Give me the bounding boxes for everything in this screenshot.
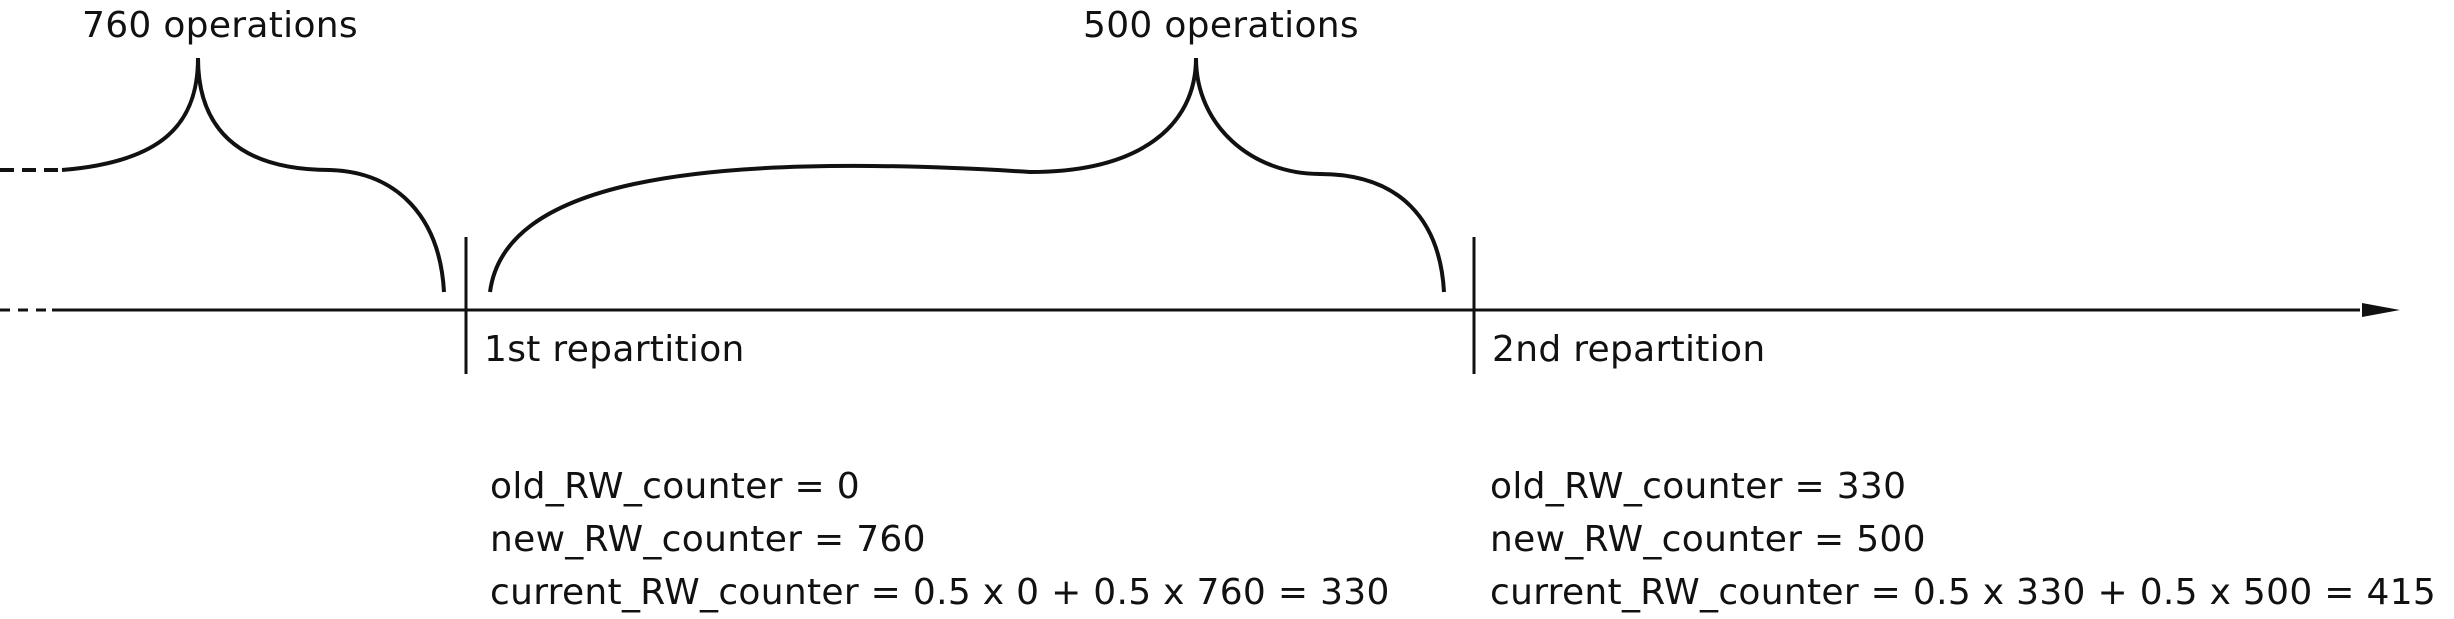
brace-left-label: 760 operations	[82, 5, 358, 46]
calc-2-new-counter: new_RW_counter = 500	[1490, 519, 1926, 560]
brace-mid	[488, 57, 1446, 293]
marker-2-label: 2nd repartition	[1492, 329, 1766, 370]
brace-mid-label: 500 operations	[1083, 5, 1359, 46]
calc-1-new-counter: new_RW_counter = 760	[490, 519, 926, 560]
brace-left	[61, 57, 446, 293]
calc-2-current-counter: current_RW_counter = 0.5 x 330 + 0.5 x 5…	[1490, 572, 2437, 613]
marker-1-label: 1st repartition	[484, 329, 745, 370]
axis-arrowhead	[2362, 303, 2400, 317]
calc-block-1: old_RW_counter = 0 new_RW_counter = 760 …	[490, 460, 1390, 619]
calc-block-2: old_RW_counter = 330 new_RW_counter = 50…	[1490, 460, 2436, 619]
calc-2-old-counter: old_RW_counter = 330	[1490, 466, 1907, 507]
calc-1-old-counter: old_RW_counter = 0	[490, 466, 860, 507]
calc-1-current-counter: current_RW_counter = 0.5 x 0 + 0.5 x 760…	[490, 572, 1390, 613]
